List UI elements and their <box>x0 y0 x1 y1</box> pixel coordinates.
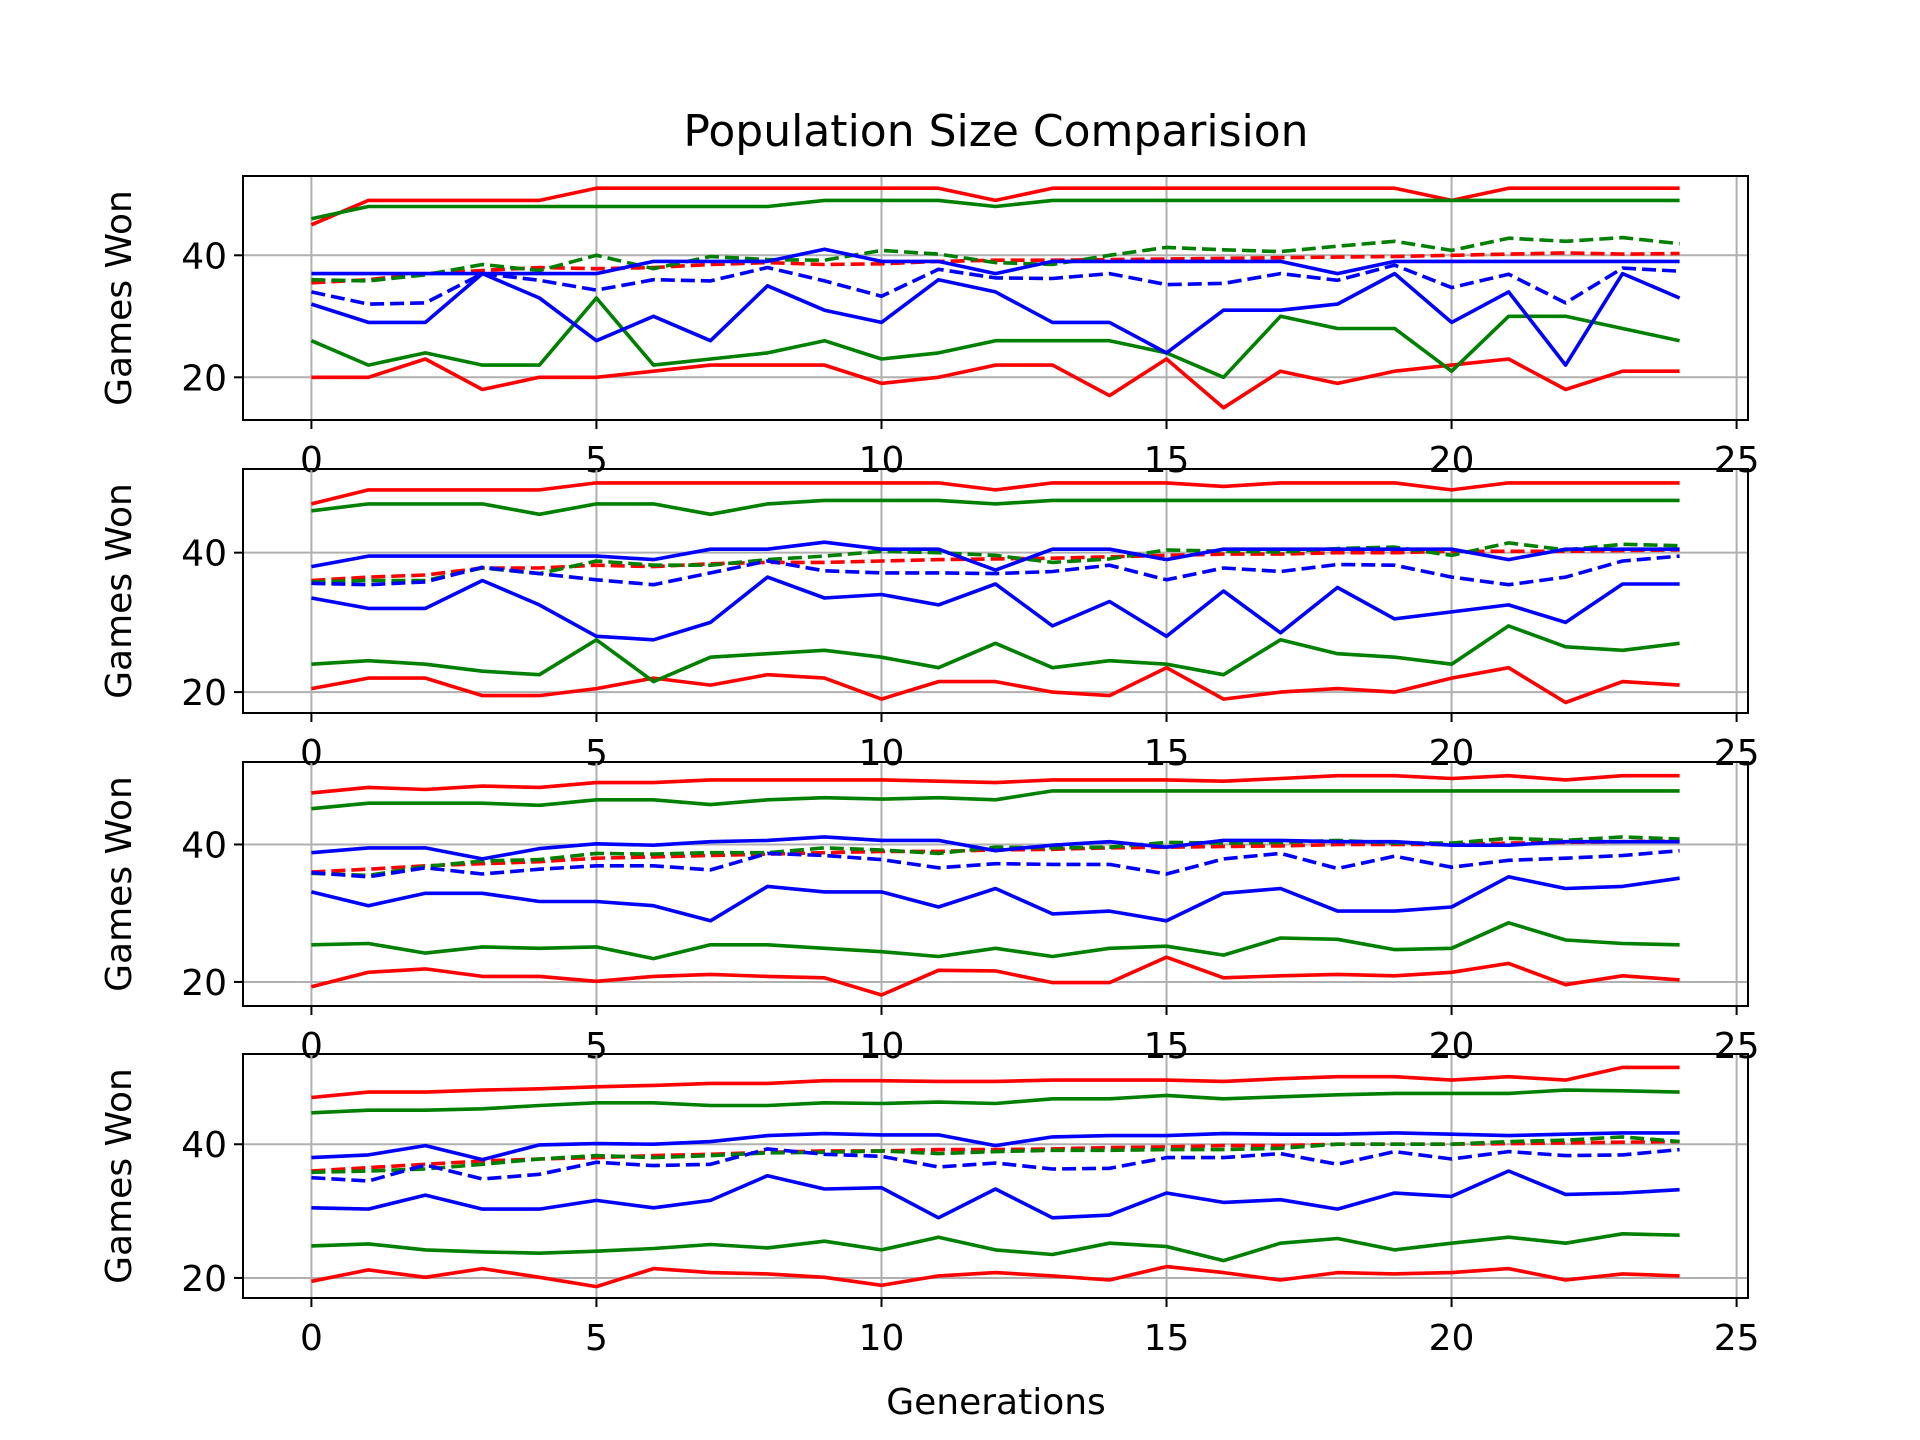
x-tick-label: 0 <box>300 733 323 774</box>
axes-frame <box>242 1053 1749 1299</box>
y-tick-label: 40 <box>181 825 227 866</box>
series-line-green-solid-4 <box>311 198 1680 221</box>
x-tick-label: 10 <box>859 1318 905 1359</box>
subplot-4: 0 5 10 15 20 25 20 40 Games Won <box>99 1053 1760 1359</box>
series-line-green-solid-6 <box>311 624 1680 684</box>
series-line-blue-solid-9 <box>311 1169 1680 1220</box>
y-tick-label: 20 <box>181 358 227 399</box>
x-tick-label: 5 <box>585 733 608 774</box>
y-tick-label: 20 <box>181 673 227 714</box>
series-line-blue-dashed-8 <box>311 263 1680 306</box>
series-line-green-dashed-5 <box>311 835 1680 878</box>
x-tick-label: 0 <box>300 440 323 481</box>
series-line-red-solid-3 <box>310 955 1680 997</box>
series-line-red-solid-3 <box>311 665 1680 705</box>
series-line-blue-solid-9 <box>310 271 1681 367</box>
series-line-blue-dashed-8 <box>311 1147 1680 1183</box>
series-line-green-dashed-5 <box>311 235 1680 283</box>
y-tick-label: 40 <box>181 236 227 277</box>
series-line-red-dashed-2 <box>311 251 1680 285</box>
x-tick-label: 0 <box>300 1318 323 1359</box>
axes-frame <box>242 761 1749 1007</box>
series-line-green-solid-6 <box>310 296 1680 380</box>
series-group <box>310 481 1680 705</box>
y-axis-label: Games Won <box>99 483 140 699</box>
x-tick-label: 5 <box>585 1318 608 1359</box>
series-line-green-solid-4 <box>311 789 1680 811</box>
series-line-green-solid-4 <box>311 1088 1680 1115</box>
y-axis-label: Games Won <box>99 190 140 406</box>
series-line-blue-dashed-8 <box>311 848 1680 879</box>
series-line-red-solid-3 <box>311 1264 1680 1289</box>
series-line-blue-dashed-8 <box>311 554 1680 587</box>
x-tick-label: 5 <box>585 1026 608 1067</box>
y-tick-label: 20 <box>181 963 227 1004</box>
series-line-red-solid-1 <box>311 773 1680 795</box>
series-line-green-solid-6 <box>311 1232 1680 1263</box>
axes-frame <box>242 468 1749 714</box>
series-line-red-dashed-2 <box>311 548 1680 583</box>
series-line-green-solid-4 <box>311 498 1680 517</box>
series-line-blue-solid-7 <box>311 1131 1680 1162</box>
x-tick-label: 20 <box>1429 1318 1475 1359</box>
chart-title: Population Size Comparision <box>683 106 1308 157</box>
series-line-blue-solid-7 <box>311 835 1680 861</box>
y-tick-label: 40 <box>181 1125 227 1166</box>
series-line-blue-solid-9 <box>311 575 1680 642</box>
series-group <box>310 773 1680 997</box>
series-group <box>310 186 1681 410</box>
series-line-red-solid-1 <box>311 1065 1680 1100</box>
series-line-green-dashed-5 <box>311 1135 1680 1175</box>
y-axis-label: Games Won <box>99 776 140 992</box>
series-line-red-solid-3 <box>311 357 1680 410</box>
y-tick-label: 40 <box>181 534 227 575</box>
x-tick-label: 5 <box>585 440 608 481</box>
series-line-blue-solid-9 <box>310 874 1680 923</box>
series-line-blue-solid-7 <box>311 247 1680 276</box>
series-line-red-solid-1 <box>310 481 1680 506</box>
axes-frame <box>242 175 1749 421</box>
y-tick-label: 20 <box>181 1259 227 1300</box>
x-axis-label: Generations <box>886 1382 1106 1423</box>
series-line-blue-solid-7 <box>311 540 1680 572</box>
x-tick-label: 25 <box>1714 1318 1760 1359</box>
series-group <box>311 1065 1680 1289</box>
x-tick-label: 15 <box>1144 1318 1190 1359</box>
y-axis-label: Games Won <box>99 1068 140 1284</box>
series-line-green-solid-6 <box>311 920 1680 961</box>
x-tick-label: 0 <box>300 1026 323 1067</box>
